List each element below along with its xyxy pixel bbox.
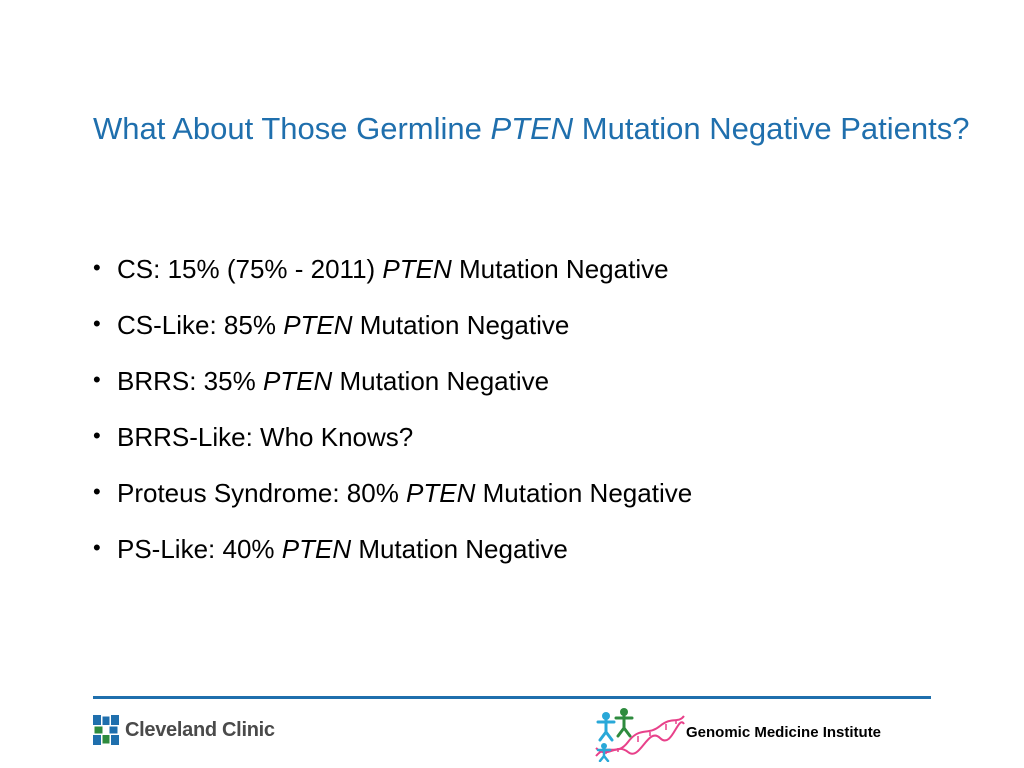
bullet-suffix: Mutation Negative: [332, 366, 550, 396]
slide-title: What About Those Germline PTEN Mutation …: [93, 106, 973, 151]
cleveland-clinic-name: Cleveland Clinic: [125, 718, 275, 741]
genomic-medicine-institute-logo: Genomic Medicine Institute: [594, 706, 934, 762]
bullet-suffix: Mutation Negative: [351, 534, 568, 564]
bullet-dot: •: [93, 535, 101, 560]
bullet-suffix: Mutation Negative: [475, 478, 693, 508]
title-gene: PTEN: [490, 111, 574, 146]
cleveland-clinic-cross-icon: [93, 715, 119, 745]
bullet-gene: PTEN: [262, 366, 333, 396]
bullet-item: • PS-Like: 40% PTEN Mutation Negative: [93, 531, 692, 587]
bullet-prefix: PS-Like: 40%: [117, 534, 282, 564]
genomic-medicine-institute-name: Genomic Medicine Institute: [686, 724, 882, 741]
bullet-gene: PTEN: [406, 478, 476, 508]
bullet-prefix: Proteus Syndrome: 80%: [117, 478, 407, 508]
bullet-gene: PTEN: [382, 254, 452, 284]
bullet-item: • Proteus Syndrome: 80% PTEN Mutation Neg…: [93, 475, 692, 531]
bullet-dot: •: [93, 311, 101, 336]
title-part2: Mutation Negative Patients?: [573, 111, 970, 146]
title-part1: What About Those Germline: [93, 111, 491, 146]
bullet-gene: PTEN: [283, 310, 353, 340]
footer-divider: [93, 696, 931, 699]
bullet-dot: •: [93, 423, 101, 448]
dna-figures-icon: [595, 708, 685, 762]
bullet-item: • CS-Like: 85% PTEN Mutation Negative: [93, 307, 692, 363]
bullet-suffix: Mutation Negative: [352, 310, 570, 340]
bullet-prefix: BRRS: 35%: [117, 366, 263, 396]
bullet-prefix: BRRS-Like: Who Knows?: [117, 422, 414, 452]
bullet-prefix: CS-Like: 85%: [117, 310, 284, 340]
bullet-item: • CS: 15% (75% - 2011) PTEN Mutation Nega…: [93, 251, 692, 307]
cleveland-clinic-logo: Cleveland Clinic: [93, 714, 275, 746]
bullet-dot: •: [93, 367, 101, 392]
bullet-dot: •: [93, 255, 101, 280]
bullet-gene: PTEN: [281, 534, 352, 564]
bullet-item: • BRRS-Like: Who Knows?: [93, 419, 692, 475]
bullet-dot: •: [93, 479, 101, 504]
bullet-list: • CS: 15% (75% - 2011) PTEN Mutation Nega…: [93, 251, 692, 587]
bullet-suffix: Mutation Negative: [451, 254, 669, 284]
bullet-item: • BRRS: 35% PTEN Mutation Negative: [93, 363, 692, 419]
bullet-prefix: CS: 15% (75% - 2011): [117, 254, 383, 284]
